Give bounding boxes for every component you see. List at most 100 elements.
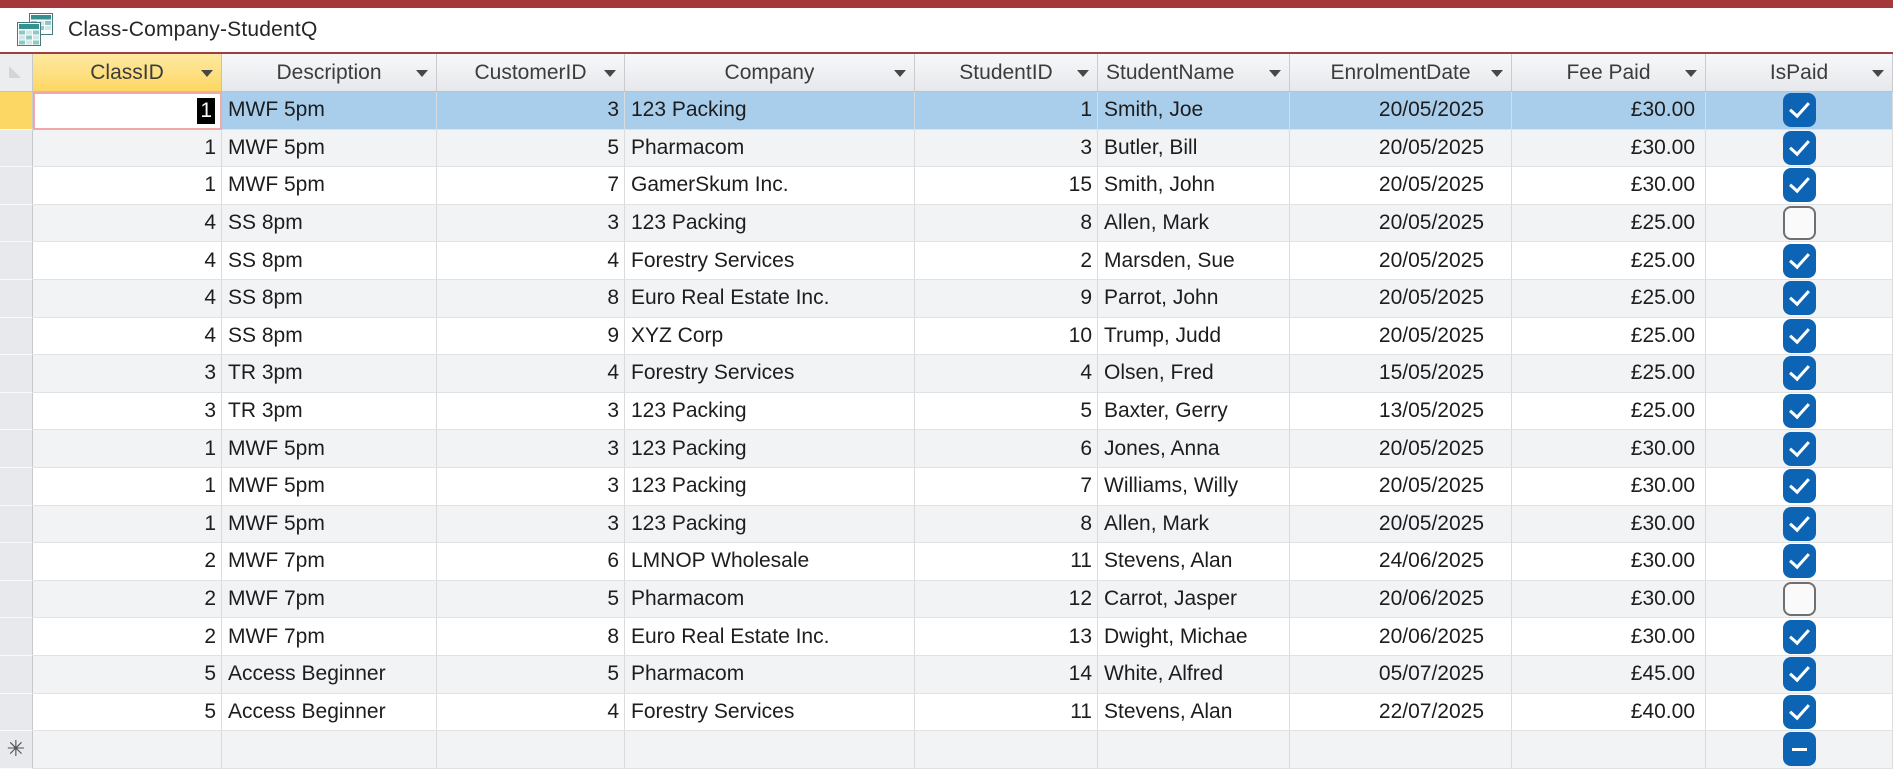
cell-company[interactable]: 123 Packing <box>625 505 915 544</box>
column-header-studentid[interactable]: StudentID <box>915 54 1098 92</box>
checkbox-checked-icon[interactable] <box>1782 318 1816 353</box>
checkbox-checked-icon[interactable] <box>1782 544 1816 579</box>
cell-student-name[interactable]: Marsden, Sue <box>1098 242 1290 280</box>
cell-description[interactable]: MWF 5pm <box>222 467 437 506</box>
checkbox-checked-icon[interactable] <box>1782 243 1816 278</box>
new-cell-class-id[interactable] <box>33 731 222 769</box>
cell-class-id[interactable]: 5 <box>33 655 222 694</box>
cell-student-id[interactable]: 12 <box>915 580 1098 619</box>
cell-enrolment-date[interactable]: 20/05/2025 <box>1290 279 1512 318</box>
cell-student-name[interactable]: Dwight, Michae <box>1098 618 1290 656</box>
cell-description[interactable]: MWF 5pm <box>222 505 437 544</box>
cell-is-paid[interactable] <box>1706 467 1893 506</box>
cell-customer-id[interactable]: 6 <box>437 543 625 581</box>
cell-customer-id[interactable]: 5 <box>437 655 625 694</box>
cell-student-name[interactable]: Trump, Judd <box>1098 317 1290 356</box>
cell-customer-id[interactable]: 3 <box>437 204 625 243</box>
column-header-classid[interactable]: ClassID <box>33 54 222 92</box>
cell-company[interactable]: Euro Real Estate Inc. <box>625 279 915 318</box>
cell-student-id[interactable]: 11 <box>915 693 1098 732</box>
row-selector[interactable] <box>0 655 33 694</box>
new-cell-is-paid[interactable] <box>1706 731 1893 769</box>
cell-class-id[interactable]: 3 <box>33 392 222 431</box>
cell-student-name[interactable]: White, Alfred <box>1098 655 1290 694</box>
cell-enrolment-date[interactable]: 20/05/2025 <box>1290 129 1512 168</box>
filter-dropdown-icon[interactable] <box>1269 69 1281 77</box>
column-header-description[interactable]: Description <box>222 54 437 92</box>
cell-enrolment-date[interactable]: 20/05/2025 <box>1290 167 1512 205</box>
cell-customer-id[interactable]: 3 <box>437 392 625 431</box>
cell-customer-id[interactable]: 4 <box>437 242 625 280</box>
cell-student-id[interactable]: 9 <box>915 279 1098 318</box>
cell-fee-paid[interactable]: £25.00 <box>1512 392 1706 431</box>
cell-student-id[interactable]: 4 <box>915 355 1098 393</box>
cell-fee-paid[interactable]: £25.00 <box>1512 317 1706 356</box>
cell-description[interactable]: MWF 5pm <box>222 129 437 168</box>
cell-description[interactable]: TR 3pm <box>222 355 437 393</box>
cell-fee-paid[interactable]: £30.00 <box>1512 92 1706 130</box>
row-selector[interactable] <box>0 430 33 468</box>
cell-description[interactable]: Access Beginner <box>222 655 437 694</box>
cell-student-name[interactable]: Allen, Mark <box>1098 204 1290 243</box>
cell-student-id[interactable]: 8 <box>915 505 1098 544</box>
checkbox-checked-icon[interactable] <box>1782 93 1816 128</box>
new-cell-fee-paid[interactable] <box>1512 731 1706 769</box>
cell-student-name[interactable]: Allen, Mark <box>1098 505 1290 544</box>
cell-class-id[interactable]: 1 <box>33 467 222 506</box>
row-selector[interactable] <box>0 467 33 506</box>
new-cell-student-id[interactable] <box>915 731 1098 769</box>
cell-class-id[interactable]: 2 <box>33 580 222 619</box>
column-header-company[interactable]: Company <box>625 54 915 92</box>
row-selector[interactable] <box>0 693 33 732</box>
cell-enrolment-date[interactable]: 20/05/2025 <box>1290 467 1512 506</box>
cell-customer-id[interactable]: 9 <box>437 317 625 356</box>
cell-fee-paid[interactable]: £30.00 <box>1512 505 1706 544</box>
cell-is-paid[interactable] <box>1706 317 1893 356</box>
cell-is-paid[interactable] <box>1706 580 1893 619</box>
cell-fee-paid[interactable]: £25.00 <box>1512 204 1706 243</box>
filter-dropdown-icon[interactable] <box>1685 69 1697 77</box>
filter-dropdown-icon[interactable] <box>1491 69 1503 77</box>
cell-enrolment-date[interactable]: 22/07/2025 <box>1290 693 1512 732</box>
checkbox-checked-icon[interactable] <box>1782 506 1816 541</box>
checkbox-unchecked-icon[interactable] <box>1782 582 1816 617</box>
cell-is-paid[interactable] <box>1706 167 1893 205</box>
cell-class-id[interactable]: 4 <box>33 204 222 243</box>
cell-fee-paid[interactable]: £30.00 <box>1512 167 1706 205</box>
row-selector[interactable] <box>0 505 33 544</box>
column-header-enrolmentdate[interactable]: EnrolmentDate <box>1290 54 1512 92</box>
cell-customer-id[interactable]: 3 <box>437 430 625 468</box>
cell-class-id[interactable]: 1 <box>33 129 222 168</box>
cell-is-paid[interactable] <box>1706 505 1893 544</box>
filter-dropdown-icon[interactable] <box>1872 69 1884 77</box>
cell-enrolment-date[interactable]: 20/05/2025 <box>1290 505 1512 544</box>
cell-enrolment-date[interactable]: 24/06/2025 <box>1290 543 1512 581</box>
cell-student-name[interactable]: Jones, Anna <box>1098 430 1290 468</box>
cell-customer-id[interactable]: 3 <box>437 505 625 544</box>
cell-is-paid[interactable] <box>1706 618 1893 656</box>
cell-company[interactable]: Euro Real Estate Inc. <box>625 618 915 656</box>
cell-enrolment-date[interactable]: 20/05/2025 <box>1290 430 1512 468</box>
cell-student-id[interactable]: 14 <box>915 655 1098 694</box>
filter-dropdown-icon[interactable] <box>894 69 906 77</box>
new-cell-enrolment-date[interactable] <box>1290 731 1512 769</box>
cell-enrolment-date[interactable]: 20/06/2025 <box>1290 580 1512 619</box>
cell-student-name[interactable]: Olsen, Fred <box>1098 355 1290 393</box>
cell-company[interactable]: LMNOP Wholesale <box>625 543 915 581</box>
cell-student-id[interactable]: 1 <box>915 92 1098 130</box>
cell-customer-id[interactable]: 8 <box>437 618 625 656</box>
column-header-customerid[interactable]: CustomerID <box>437 54 625 92</box>
cell-fee-paid[interactable]: £25.00 <box>1512 242 1706 280</box>
cell-is-paid[interactable] <box>1706 355 1893 393</box>
cell-class-id[interactable]: 2 <box>33 618 222 656</box>
column-header-ispaid[interactable]: IsPaid <box>1706 54 1893 92</box>
cell-company[interactable]: 123 Packing <box>625 204 915 243</box>
cell-class-id[interactable]: 1 <box>33 167 222 205</box>
filter-dropdown-icon[interactable] <box>201 69 213 77</box>
cell-customer-id[interactable]: 8 <box>437 279 625 318</box>
cell-customer-id[interactable]: 3 <box>437 92 625 130</box>
column-header-studentname[interactable]: StudentName <box>1098 54 1290 92</box>
cell-description[interactable]: MWF 7pm <box>222 543 437 581</box>
cell-is-paid[interactable] <box>1706 392 1893 431</box>
cell-fee-paid[interactable]: £25.00 <box>1512 355 1706 393</box>
